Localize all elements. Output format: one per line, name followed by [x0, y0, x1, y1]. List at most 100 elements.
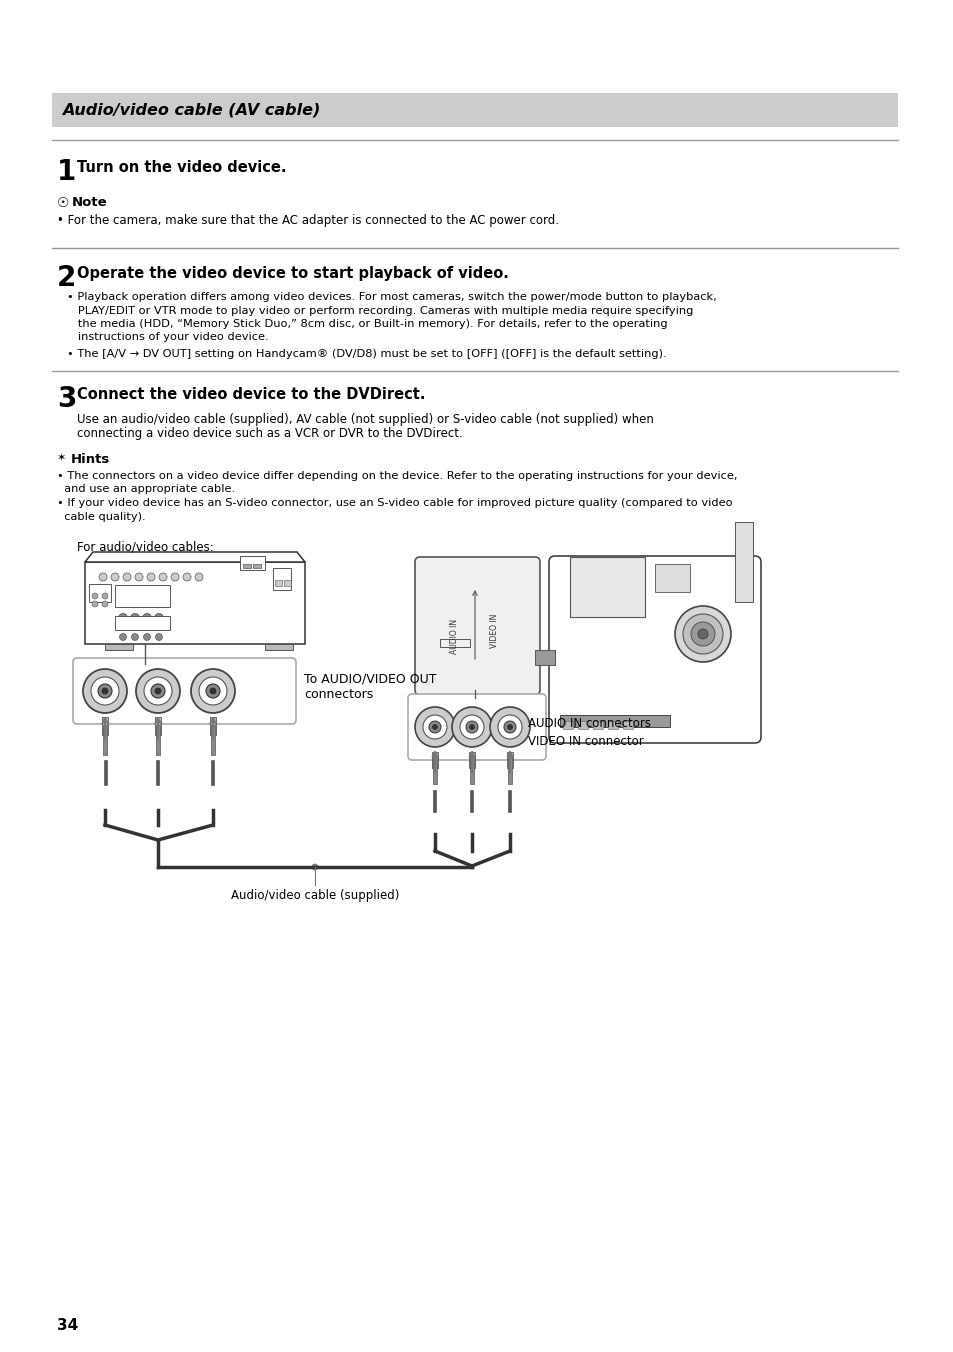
- Bar: [265, 644, 293, 650]
- Circle shape: [698, 629, 707, 639]
- Circle shape: [119, 634, 127, 641]
- Circle shape: [183, 573, 191, 581]
- Text: VIDEO IN: VIDEO IN: [490, 614, 499, 648]
- Bar: [243, 564, 251, 568]
- Text: • For the camera, make sure that the AC adapter is connected to the AC power cor: • For the camera, make sure that the AC …: [57, 214, 558, 227]
- Text: and use an appropriate cable.: and use an appropriate cable.: [57, 484, 234, 495]
- Text: • The connectors on a video device differ depending on the device. Refer to the : • The connectors on a video device diffe…: [57, 470, 737, 481]
- Circle shape: [194, 573, 203, 581]
- Circle shape: [452, 707, 492, 748]
- Text: AUDIO IN connectors: AUDIO IN connectors: [527, 717, 650, 730]
- Circle shape: [507, 725, 512, 730]
- Text: Turn on the video device.: Turn on the video device.: [77, 160, 286, 174]
- Bar: [103, 760, 107, 786]
- Circle shape: [151, 684, 165, 698]
- Circle shape: [154, 614, 163, 622]
- Text: the media (HDD, “Memory Stick Duo,” 8cm disc, or Built-in memory). For details, : the media (HDD, “Memory Stick Duo,” 8cm …: [67, 319, 667, 329]
- Circle shape: [135, 573, 143, 581]
- Circle shape: [147, 573, 154, 581]
- Circle shape: [83, 669, 127, 713]
- Bar: [508, 790, 511, 813]
- Text: Use an audio/video cable (supplied), AV cable (not supplied) or S-video cable (n: Use an audio/video cable (supplied), AV …: [77, 412, 653, 426]
- Circle shape: [91, 602, 98, 607]
- Circle shape: [98, 684, 112, 698]
- Circle shape: [432, 725, 437, 730]
- FancyBboxPatch shape: [548, 556, 760, 744]
- Text: Connect the video device to the DVDirect.: Connect the video device to the DVDirect…: [77, 387, 425, 402]
- Circle shape: [191, 669, 234, 713]
- Bar: [210, 717, 215, 735]
- Circle shape: [415, 707, 455, 748]
- Circle shape: [199, 677, 227, 704]
- Circle shape: [159, 573, 167, 581]
- Bar: [274, 580, 282, 585]
- Bar: [253, 564, 261, 568]
- Circle shape: [136, 669, 180, 713]
- Bar: [211, 725, 214, 754]
- Bar: [154, 717, 161, 735]
- Bar: [433, 756, 436, 784]
- Circle shape: [91, 594, 98, 599]
- Text: 2: 2: [57, 264, 76, 292]
- Bar: [52, 93, 897, 127]
- Text: Audio/video cable (supplied): Audio/video cable (supplied): [231, 890, 398, 902]
- Circle shape: [459, 715, 483, 740]
- Text: instructions of your video device.: instructions of your video device.: [67, 333, 269, 342]
- Text: connecting a video device such as a VCR or DVR to the DVDirect.: connecting a video device such as a VCR …: [77, 427, 462, 439]
- Bar: [506, 752, 513, 768]
- Circle shape: [99, 573, 107, 581]
- Circle shape: [497, 715, 521, 740]
- Text: VIDEO IN connector: VIDEO IN connector: [527, 735, 643, 748]
- Circle shape: [469, 725, 474, 730]
- Text: • Playback operation differs among video devices. For most cameras, switch the p: • Playback operation differs among video…: [67, 292, 716, 301]
- Bar: [535, 649, 555, 664]
- Text: AUDIO IN: AUDIO IN: [450, 618, 459, 653]
- Circle shape: [171, 573, 179, 581]
- Text: For audio/video cables:: For audio/video cables:: [77, 539, 213, 553]
- Bar: [102, 717, 108, 735]
- Text: Operate the video device to start playback of video.: Operate the video device to start playba…: [77, 266, 508, 281]
- Circle shape: [131, 614, 139, 622]
- Text: PLAY/EDIT or VTR mode to play video or perform recording. Cameras with multiple : PLAY/EDIT or VTR mode to play video or p…: [67, 306, 693, 315]
- Bar: [240, 556, 265, 571]
- Bar: [432, 752, 437, 768]
- Bar: [578, 721, 587, 729]
- Circle shape: [111, 573, 119, 581]
- FancyBboxPatch shape: [408, 694, 545, 760]
- Bar: [433, 790, 436, 813]
- Bar: [284, 580, 291, 585]
- Text: Audio/video cable (AV cable): Audio/video cable (AV cable): [62, 103, 320, 118]
- Bar: [607, 721, 618, 729]
- Bar: [156, 725, 160, 754]
- Bar: [469, 752, 475, 768]
- Bar: [212, 760, 214, 786]
- Circle shape: [429, 721, 440, 733]
- Circle shape: [206, 684, 220, 698]
- Bar: [593, 721, 602, 729]
- Text: 34: 34: [57, 1318, 78, 1333]
- Bar: [85, 562, 305, 644]
- Circle shape: [91, 677, 119, 704]
- Polygon shape: [85, 552, 305, 562]
- Circle shape: [143, 634, 151, 641]
- Bar: [622, 721, 633, 729]
- Bar: [734, 522, 752, 602]
- Circle shape: [132, 634, 138, 641]
- Text: ✶: ✶: [57, 453, 67, 462]
- Text: Hints: Hints: [71, 453, 111, 466]
- Circle shape: [102, 602, 108, 607]
- Bar: [507, 756, 512, 784]
- Bar: [115, 617, 170, 630]
- Bar: [105, 644, 132, 650]
- Text: 1: 1: [57, 158, 76, 187]
- Circle shape: [465, 721, 477, 733]
- Circle shape: [144, 677, 172, 704]
- Circle shape: [123, 573, 131, 581]
- Bar: [103, 725, 107, 754]
- Circle shape: [210, 688, 215, 694]
- Circle shape: [155, 634, 162, 641]
- FancyBboxPatch shape: [415, 557, 539, 695]
- Bar: [439, 639, 470, 648]
- Text: ☉: ☉: [57, 196, 70, 210]
- Bar: [156, 760, 159, 786]
